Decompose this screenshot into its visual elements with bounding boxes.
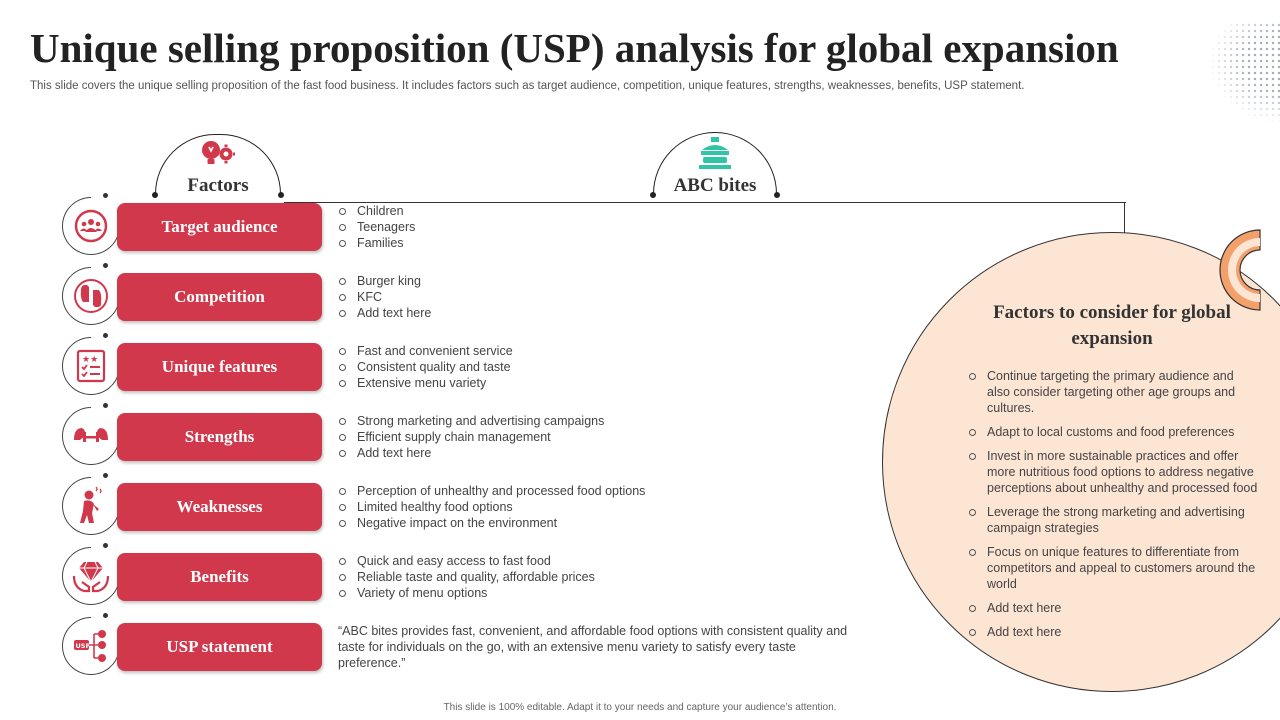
food-store-icon — [698, 136, 732, 175]
panel-item: Continue targeting the primary audience … — [968, 368, 1258, 416]
svg-text:USP: USP — [76, 642, 91, 650]
diamond-hands-icon — [68, 553, 114, 599]
factor-label: USP statement — [117, 623, 322, 671]
frame-dot — [103, 333, 108, 338]
factor-label: Benefits — [117, 553, 322, 601]
factor-item: Burger king — [338, 273, 431, 289]
factor-items: Quick and easy access to fast food Relia… — [338, 553, 595, 601]
factor-item: Strong marketing and advertising campaig… — [338, 413, 604, 429]
svg-text:★★: ★★ — [82, 355, 98, 365]
page-title: Unique selling proposition (USP) analysi… — [30, 25, 1119, 71]
page-subtitle: This slide covers the unique selling pro… — [30, 80, 1025, 92]
idea-gear-icon — [199, 138, 235, 175]
factor-label: Competition — [117, 273, 322, 321]
boxing-gloves-icon — [68, 273, 114, 319]
dot-pattern-decoration — [1210, 22, 1280, 122]
panel-item: Leverage the strong marketing and advert… — [968, 504, 1258, 536]
panel-list: Continue targeting the primary audience … — [968, 368, 1258, 648]
factor-row-benefits: Benefits Quick and easy access to fast f… — [49, 534, 860, 618]
factors-header: Factors — [187, 175, 249, 196]
factor-label: Unique features — [117, 343, 322, 391]
usp-network-icon: USP — [68, 623, 114, 669]
footer-note: This slide is 100% editable. Adapt it to… — [443, 702, 837, 713]
factor-item: Quick and easy access to fast food — [338, 553, 595, 569]
factor-label: Weaknesses — [117, 483, 322, 531]
dumbbell-arms-icon — [68, 413, 114, 459]
frame-dot — [103, 403, 108, 408]
expansion-panel-circle — [882, 232, 1280, 692]
factor-item: Families — [338, 235, 415, 251]
factor-items: Strong marketing and advertising campaig… — [338, 413, 604, 461]
frame-dot — [103, 263, 108, 268]
factor-label: Target audience — [117, 203, 322, 251]
panel-item: Add text here — [968, 624, 1258, 640]
factor-item: Reliable taste and quality, affordable p… — [338, 569, 595, 585]
factor-row-strengths: Strengths Strong marketing and advertisi… — [49, 394, 860, 478]
tired-person-icon — [68, 483, 114, 529]
factor-item: Extensive menu variety — [338, 375, 513, 391]
factor-item: Fast and convenient service — [338, 343, 513, 359]
factor-item: Add text here — [338, 305, 431, 321]
team-target-icon — [68, 203, 114, 249]
factor-item: Perception of unhealthy and processed fo… — [338, 483, 645, 499]
frame-dot — [103, 473, 108, 478]
panel-item: Focus on unique features to differentiat… — [968, 544, 1258, 592]
factor-row-unique-features: ★★ Unique features Fast and convenient s… — [49, 324, 860, 408]
header-connector-line — [284, 202, 1126, 203]
factor-item: Consistent quality and taste — [338, 359, 513, 375]
factor-row-competition: Competition Burger king KFC Add text her… — [49, 254, 860, 338]
panel-title: Factors to consider for global expansion — [993, 302, 1231, 349]
factor-item: Limited healthy food options — [338, 499, 645, 515]
panel-connector-line — [1124, 202, 1125, 238]
factor-row-weaknesses: Weaknesses Perception of unhealthy and p… — [49, 464, 860, 548]
panel-item: Adapt to local customs and food preferen… — [968, 424, 1258, 440]
orange-c-decoration — [1216, 228, 1280, 312]
panel-item: Invest in more sustainable practices and… — [968, 448, 1258, 496]
brand-header: ABC bites — [673, 175, 757, 196]
factor-items: Children Teenagers Families — [338, 203, 415, 251]
factor-row-usp-statement: USP USP statement “ABC bites provides fa… — [49, 604, 860, 688]
factor-item: Negative impact on the environment — [338, 515, 645, 531]
factor-items: Perception of unhealthy and processed fo… — [338, 483, 645, 531]
factor-row-target-audience: Target audience Children Teenagers Famil… — [49, 184, 860, 268]
panel-item: Add text here — [968, 600, 1258, 616]
factor-items: Fast and convenient service Consistent q… — [338, 343, 513, 391]
factor-items: Burger king KFC Add text here — [338, 273, 431, 321]
factor-item: Children — [338, 203, 415, 219]
factor-label: Strengths — [117, 413, 322, 461]
factor-item: Efficient supply chain management — [338, 429, 604, 445]
frame-dot — [103, 613, 108, 618]
factor-item: Variety of menu options — [338, 585, 595, 601]
factor-item: Teenagers — [338, 219, 415, 235]
usp-statement-text: “ABC bites provides fast, convenient, an… — [338, 624, 848, 670]
frame-dot — [103, 543, 108, 548]
factor-item: Add text here — [338, 445, 604, 461]
checklist-stars-icon: ★★ — [68, 343, 114, 389]
factor-item: KFC — [338, 289, 431, 305]
frame-dot — [103, 193, 108, 198]
